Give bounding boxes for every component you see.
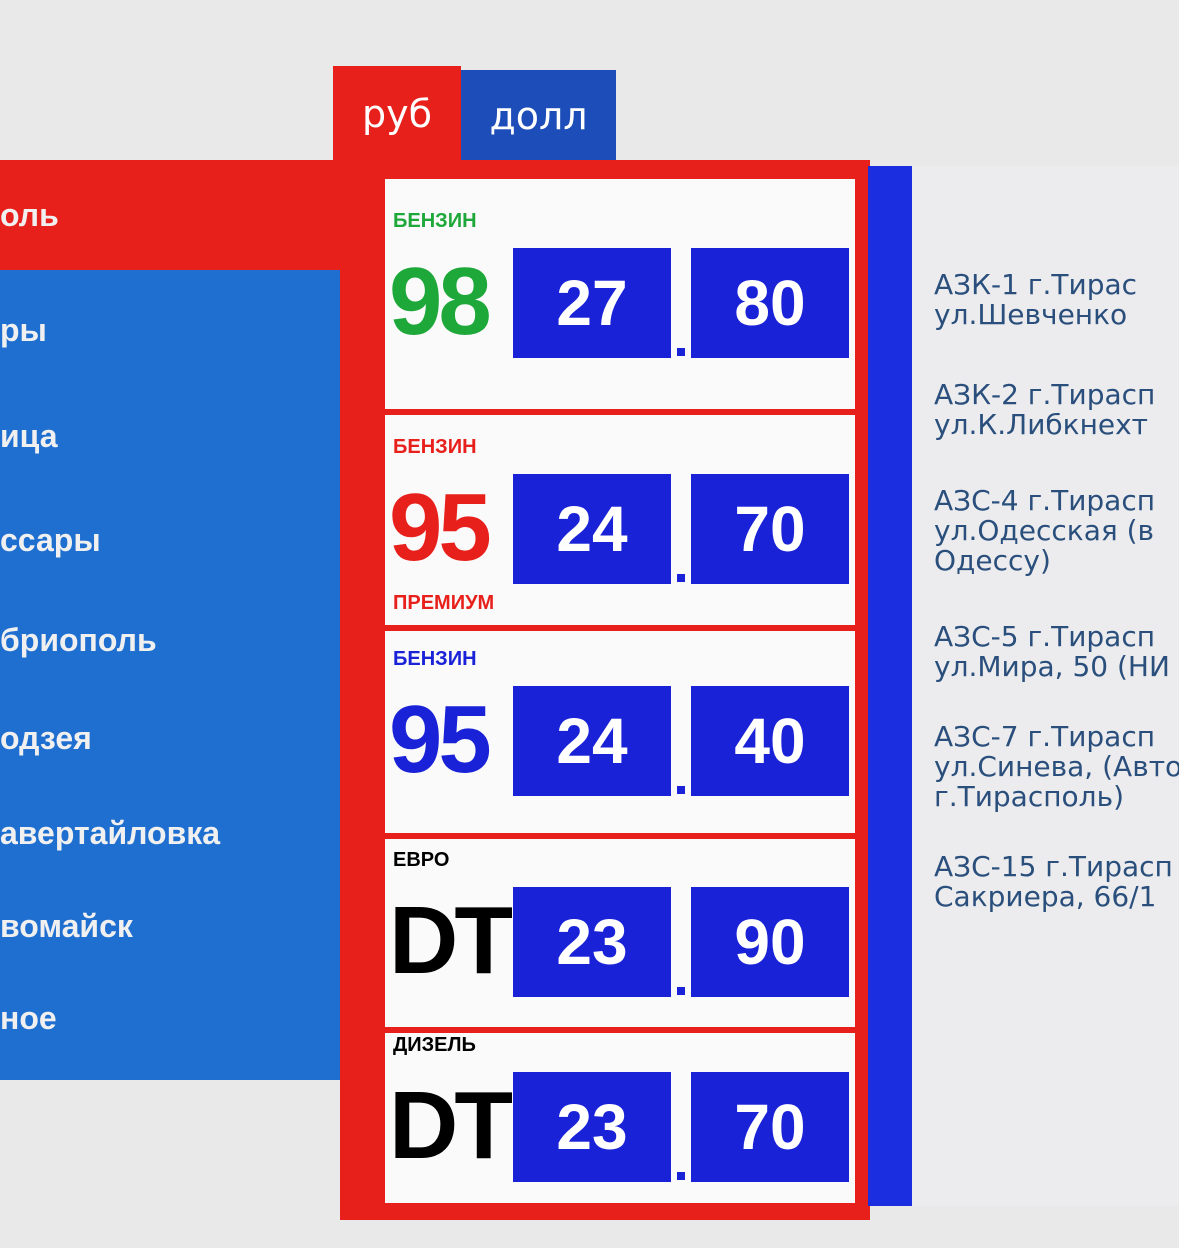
city-sidebar: оль ры ица ссары бриополь одзея авертайл… — [0, 160, 362, 1080]
price-kopecks: 70 — [691, 474, 849, 584]
station-line: ул.Мира, 50 (НИ — [934, 650, 1170, 683]
station-line: АЗС-4 г.Тирасп — [934, 484, 1156, 517]
price-rubles: 27 — [513, 248, 671, 358]
sidebar-item[interactable]: оль — [0, 160, 340, 270]
station-line: АЗС-15 г.Тирасп — [934, 850, 1173, 883]
fuel-price-card: ДИЗЕЛЬ DT 23 70 — [382, 1030, 858, 1206]
sidebar-item[interactable]: ры — [0, 312, 47, 348]
station-line: ул.К.Либкнехт — [934, 408, 1148, 441]
station-link[interactable]: АЗК-1 г.Тирас ул.Шевченко — [934, 270, 1137, 330]
station-line: АЗК-2 г.Тирасп — [934, 378, 1156, 411]
station-link[interactable]: АЗС-4 г.Тирасп ул.Одесская (в Одессу) — [934, 486, 1155, 576]
sidebar-item[interactable]: ссары — [0, 522, 101, 558]
sidebar-item[interactable]: ица — [0, 418, 58, 454]
fuel-price-card: БЕНЗИН 95 24 40 — [382, 628, 858, 836]
station-line: АЗК-1 г.Тирас — [934, 268, 1138, 301]
fuel-price-card: ЕВРО DT 23 90 — [382, 836, 858, 1030]
tab-rub[interactable]: руб — [333, 66, 461, 162]
fuel-type-label: БЕНЗИН — [393, 648, 477, 670]
price-kopecks: 90 — [691, 887, 849, 997]
price-rubles: 24 — [513, 686, 671, 796]
sidebar-item[interactable]: авертайловка — [0, 815, 221, 851]
station-link[interactable]: АЗС-5 г.Тирасп ул.Мира, 50 (НИ — [934, 622, 1170, 682]
station-line: АЗС-7 г.Тирасп — [934, 720, 1156, 753]
price-kopecks: 70 — [691, 1072, 849, 1182]
decimal-point — [677, 348, 685, 356]
price-rubles: 23 — [513, 887, 671, 997]
fuel-grade: 95 — [389, 474, 492, 581]
fuel-grade: DT — [389, 1072, 513, 1179]
station-link[interactable]: АЗК-2 г.Тирасп ул.К.Либкнехт — [934, 380, 1155, 440]
fuel-price-card: БЕНЗИН 95 ПРЕМИУМ 24 70 — [382, 412, 858, 628]
fuel-grade: 98 — [389, 248, 492, 355]
station-line: ул.Шевченко — [934, 298, 1128, 331]
fuel-type-label: ЕВРО — [393, 849, 450, 871]
fuel-price-card: БЕНЗИН 98 27 80 — [382, 176, 858, 412]
fuel-sub-label: ПРЕМИУМ — [393, 592, 495, 614]
fuel-grade: 95 — [389, 686, 492, 793]
price-rubles: 23 — [513, 1072, 671, 1182]
fuel-type-label: БЕНЗИН — [393, 436, 477, 458]
station-line: Одессу) — [934, 544, 1051, 577]
decimal-point — [677, 786, 685, 794]
station-line: Сакриера, 66/1 — [934, 880, 1157, 913]
station-line: АЗС-5 г.Тирасп — [934, 620, 1156, 653]
sidebar-item[interactable]: бриополь — [0, 622, 157, 658]
divider-bar — [868, 166, 912, 1206]
price-kopecks: 40 — [691, 686, 849, 796]
sidebar-item-label: оль — [0, 196, 59, 233]
tab-usd[interactable]: долл — [461, 70, 616, 162]
sidebar-item[interactable]: одзея — [0, 720, 92, 756]
fuel-type-label: БЕНЗИН — [393, 210, 477, 232]
decimal-point — [677, 1172, 685, 1180]
fuel-grade: DT — [389, 887, 513, 994]
stations-list: АЗК-1 г.Тирас ул.Шевченко АЗК-2 г.Тирасп ул… — [912, 166, 1179, 1206]
price-kopecks: 80 — [691, 248, 849, 358]
station-link[interactable]: АЗС-7 г.Тирасп ул.Синева, (Авто г.Тираспол… — [934, 722, 1179, 812]
price-rubles: 24 — [513, 474, 671, 584]
station-line: ул.Синева, (Авто — [934, 750, 1179, 783]
sidebar-item[interactable]: ное — [0, 1000, 57, 1036]
fuel-type-label: ДИЗЕЛЬ — [393, 1034, 476, 1056]
station-line: г.Тирасполь) — [934, 780, 1124, 813]
decimal-point — [677, 987, 685, 995]
sidebar-item[interactable]: вомайск — [0, 908, 133, 944]
station-line: ул.Одесская (в — [934, 514, 1155, 547]
station-link[interactable]: АЗС-15 г.Тирасп Сакриера, 66/1 — [934, 852, 1173, 912]
decimal-point — [677, 574, 685, 582]
